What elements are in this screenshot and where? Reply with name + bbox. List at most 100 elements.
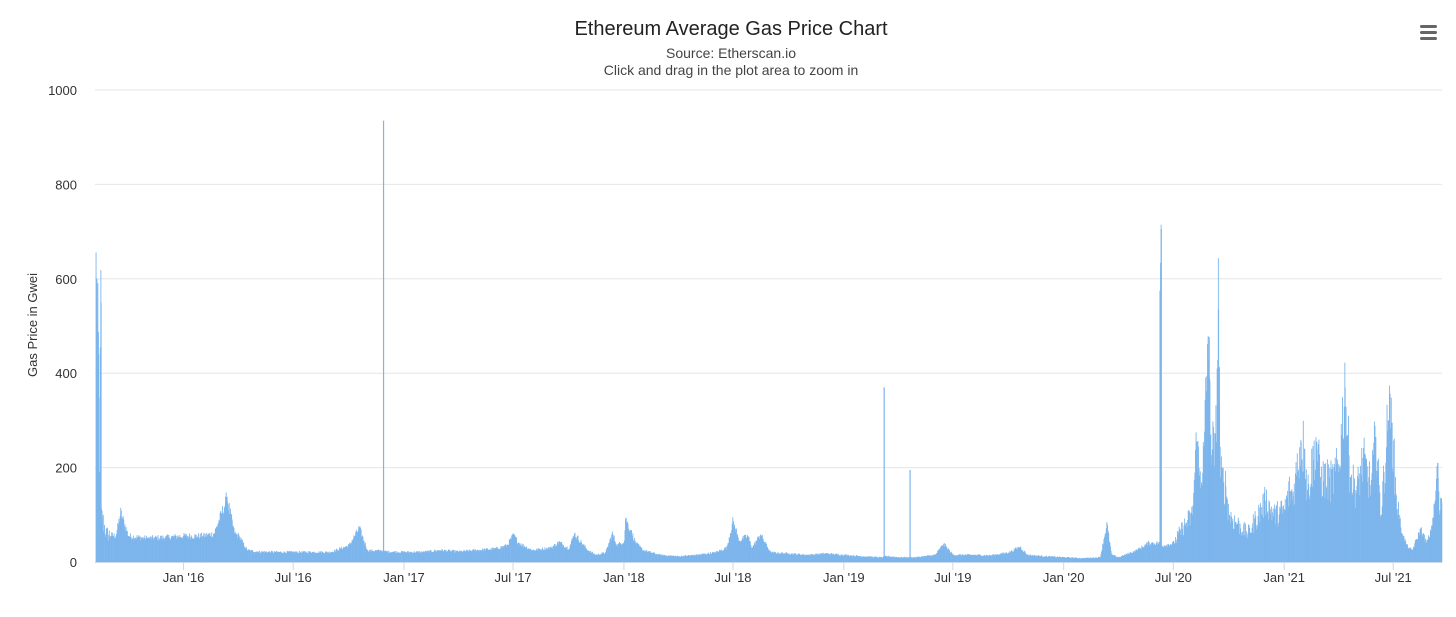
bar[interactable] — [931, 556, 933, 562]
bar[interactable] — [1083, 558, 1085, 562]
bar[interactable] — [821, 553, 823, 562]
bar[interactable] — [903, 557, 905, 562]
bar[interactable] — [1046, 556, 1048, 562]
bar[interactable] — [965, 554, 967, 562]
bar[interactable] — [1032, 555, 1034, 562]
bar[interactable] — [199, 533, 201, 562]
bar[interactable] — [661, 554, 663, 562]
bar[interactable] — [957, 555, 959, 562]
bar-peak[interactable] — [1434, 500, 1436, 562]
bar-peak[interactable] — [101, 517, 103, 562]
bar[interactable] — [428, 550, 430, 562]
bar[interactable] — [318, 551, 320, 562]
bar[interactable] — [132, 538, 134, 562]
bar[interactable] — [773, 551, 775, 562]
bar[interactable] — [1376, 470, 1378, 562]
bar[interactable] — [219, 512, 221, 562]
bar[interactable] — [448, 549, 450, 562]
bar[interactable] — [1108, 541, 1110, 562]
bar[interactable] — [195, 534, 197, 562]
bar[interactable] — [1440, 497, 1442, 562]
bar[interactable] — [1022, 551, 1024, 562]
bar[interactable] — [632, 540, 634, 562]
bar[interactable] — [199, 538, 201, 562]
bar[interactable] — [911, 557, 913, 562]
bar[interactable] — [880, 557, 882, 562]
bar[interactable] — [391, 552, 393, 562]
bar[interactable] — [981, 556, 983, 562]
bar[interactable] — [429, 549, 431, 562]
bar[interactable] — [830, 553, 832, 562]
bar[interactable] — [646, 550, 648, 562]
bar[interactable] — [191, 538, 193, 562]
bar[interactable] — [323, 552, 325, 562]
bar[interactable] — [668, 554, 670, 562]
bar[interactable] — [1117, 557, 1119, 562]
bar[interactable] — [1238, 534, 1240, 562]
bar[interactable] — [1261, 515, 1263, 562]
bar[interactable] — [1361, 482, 1363, 562]
bar-peak[interactable] — [518, 543, 520, 562]
bar[interactable] — [1116, 556, 1118, 562]
bar-peak[interactable] — [1203, 458, 1205, 562]
bar[interactable] — [1000, 554, 1002, 562]
bar[interactable] — [664, 555, 666, 562]
bar[interactable] — [541, 547, 543, 562]
bar[interactable] — [354, 535, 356, 562]
bar[interactable] — [790, 554, 792, 562]
bar[interactable] — [220, 510, 222, 562]
bar[interactable] — [1032, 556, 1034, 562]
bar[interactable] — [922, 556, 924, 562]
bar[interactable] — [355, 529, 357, 562]
bar[interactable] — [1186, 527, 1188, 562]
bar[interactable] — [298, 553, 299, 562]
bar[interactable] — [1257, 526, 1258, 562]
bar[interactable] — [1093, 558, 1095, 562]
bar[interactable] — [784, 553, 786, 562]
bar[interactable] — [1207, 344, 1208, 562]
bar[interactable] — [749, 541, 751, 562]
bar[interactable] — [717, 551, 719, 562]
bar[interactable] — [352, 538, 354, 562]
bar-peak[interactable] — [788, 553, 790, 563]
bar[interactable] — [384, 550, 386, 562]
bar[interactable] — [1134, 551, 1136, 562]
bar[interactable] — [1320, 466, 1322, 562]
bar[interactable] — [776, 553, 778, 562]
bar[interactable] — [287, 551, 289, 562]
bar-peak[interactable] — [382, 120, 385, 563]
bar[interactable] — [645, 551, 647, 562]
bar[interactable] — [816, 553, 818, 562]
bar[interactable] — [1194, 472, 1196, 562]
bar[interactable] — [551, 546, 553, 562]
bar[interactable] — [282, 553, 284, 562]
bar[interactable] — [278, 551, 280, 562]
bar[interactable] — [849, 556, 851, 562]
bar[interactable] — [167, 534, 169, 562]
bar[interactable] — [758, 539, 760, 562]
bar[interactable] — [351, 540, 353, 562]
bar[interactable] — [278, 552, 280, 562]
bar[interactable] — [284, 552, 286, 562]
bar[interactable] — [342, 548, 344, 562]
bar[interactable] — [493, 548, 495, 562]
bar[interactable] — [507, 544, 509, 562]
bar[interactable] — [939, 549, 941, 562]
bar[interactable] — [810, 555, 811, 562]
bar[interactable] — [1110, 550, 1112, 562]
bar-peak[interactable] — [568, 548, 570, 562]
bar[interactable] — [231, 514, 233, 562]
bar[interactable] — [730, 533, 732, 562]
bar[interactable] — [1128, 553, 1130, 562]
bar[interactable] — [188, 533, 190, 562]
bar[interactable] — [1425, 540, 1427, 562]
bar[interactable] — [428, 552, 430, 562]
bar[interactable] — [212, 536, 214, 562]
bar[interactable] — [681, 555, 683, 562]
bar-peak[interactable] — [1225, 486, 1227, 562]
bar[interactable] — [869, 556, 870, 562]
bar[interactable] — [430, 550, 432, 563]
bar[interactable] — [599, 554, 601, 562]
bar[interactable] — [800, 554, 802, 562]
bar[interactable] — [670, 555, 672, 562]
